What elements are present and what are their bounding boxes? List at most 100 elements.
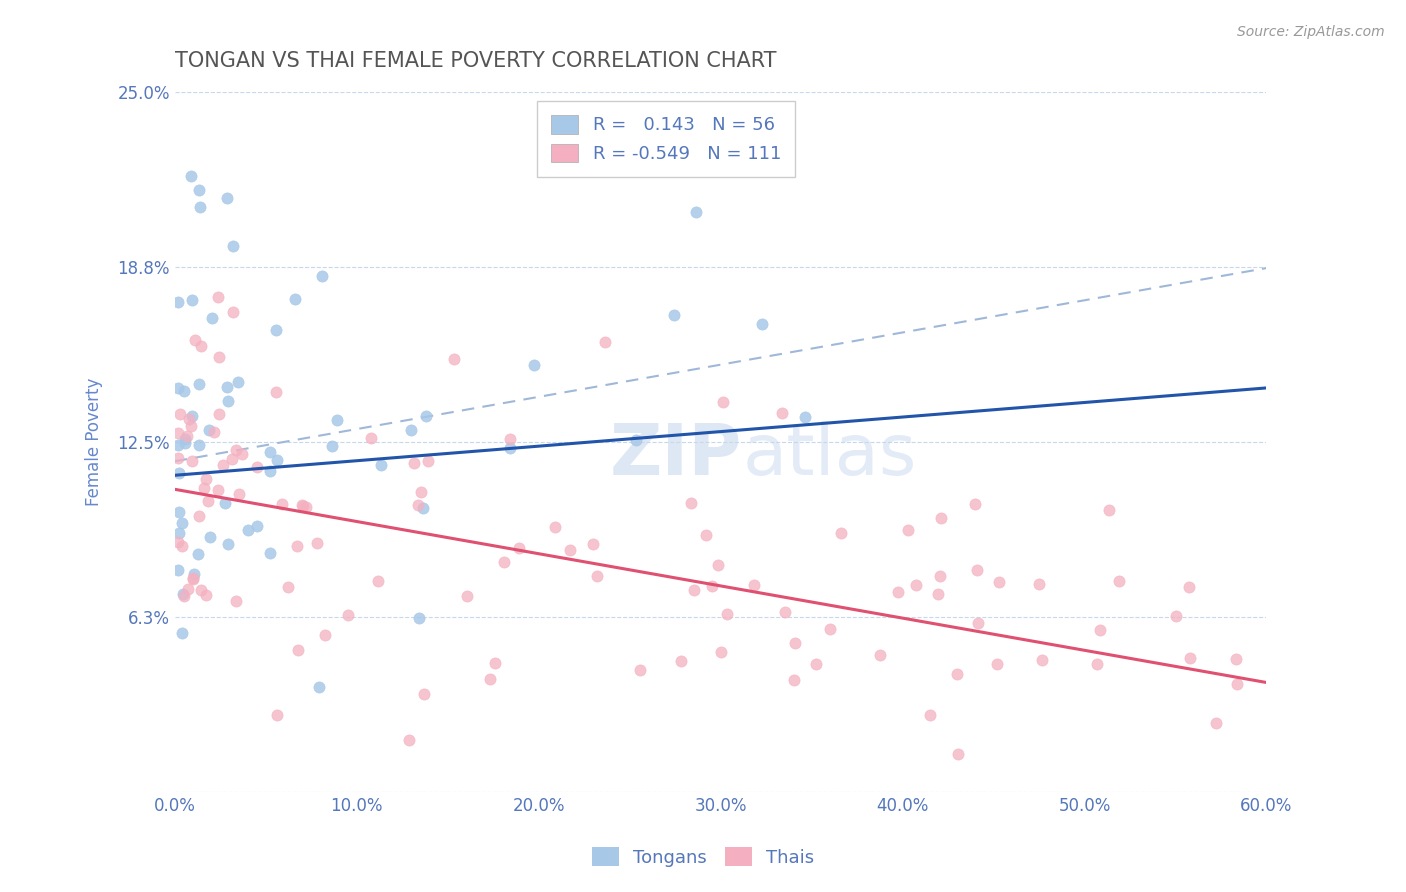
Point [897, 524, 920, 538]
Point [499, 432, 522, 446]
Point [929, 568, 952, 582]
Point [1205, 716, 1227, 731]
Point [173, 590, 195, 604]
Point [201, 310, 224, 325]
Point [830, 525, 852, 540]
Point [412, 687, 434, 701]
Point [195, 471, 218, 485]
Point [217, 393, 239, 408]
Point [1088, 624, 1111, 638]
Point [264, 384, 287, 399]
Point [558, 543, 581, 558]
Point [1108, 574, 1130, 588]
Point [266, 707, 288, 722]
Point [1098, 503, 1121, 517]
Point [173, 436, 195, 450]
Point [245, 519, 267, 533]
Point [508, 541, 530, 556]
Point [208, 407, 231, 421]
Point [321, 439, 343, 453]
Point [662, 309, 685, 323]
Point [202, 425, 225, 440]
Point [905, 578, 928, 592]
Point [783, 673, 806, 687]
Point [484, 656, 506, 670]
Point [187, 547, 209, 561]
Point [180, 169, 202, 183]
Point [176, 429, 198, 443]
Point [456, 589, 478, 603]
Point [408, 498, 430, 512]
Point [167, 526, 190, 541]
Point [685, 205, 707, 219]
Point [188, 509, 211, 524]
Point [544, 520, 567, 534]
Point [188, 201, 211, 215]
Point [270, 497, 292, 511]
Point [336, 607, 359, 622]
Point [773, 605, 796, 619]
Point [183, 567, 205, 582]
Point [181, 571, 204, 585]
Point [228, 486, 250, 500]
Point [770, 407, 793, 421]
Point [499, 441, 522, 455]
Point [946, 747, 969, 761]
Point [214, 496, 236, 510]
Point [742, 578, 765, 592]
Point [702, 579, 724, 593]
Point [314, 627, 336, 641]
Point [1164, 608, 1187, 623]
Point [226, 375, 249, 389]
Point [167, 563, 190, 577]
Legend: R =   0.143   N = 56, R = -0.549   N = 111: R = 0.143 N = 56, R = -0.549 N = 111 [537, 101, 796, 178]
Point [287, 642, 309, 657]
Point [669, 654, 692, 668]
Point [1225, 651, 1247, 665]
Point [167, 451, 190, 466]
Point [586, 569, 609, 583]
Point [399, 423, 422, 437]
Point [695, 527, 717, 541]
Point [208, 351, 231, 365]
Point [308, 681, 330, 695]
Text: TONGAN VS THAI FEMALE POVERTY CORRELATION CHART: TONGAN VS THAI FEMALE POVERTY CORRELATIO… [174, 51, 776, 70]
Point [181, 454, 204, 468]
Y-axis label: Female Poverty: Female Poverty [86, 377, 103, 506]
Point [869, 648, 891, 662]
Point [409, 485, 432, 500]
Point [177, 582, 200, 596]
Point [292, 500, 315, 514]
Point [170, 516, 193, 530]
Point [225, 594, 247, 608]
Point [1178, 580, 1201, 594]
Point [207, 290, 229, 304]
Point [402, 456, 425, 470]
Point [285, 539, 308, 553]
Point [169, 407, 191, 421]
Point [929, 510, 952, 524]
Point [217, 191, 239, 205]
Point [523, 358, 546, 372]
Point [716, 607, 738, 621]
Point [193, 481, 215, 495]
Point [169, 466, 191, 480]
Point [190, 582, 212, 597]
Point [183, 333, 205, 347]
Point [177, 411, 200, 425]
Point [183, 572, 205, 586]
Point [478, 673, 501, 687]
Point [221, 304, 243, 318]
Point [259, 464, 281, 478]
Point [212, 458, 235, 472]
Point [173, 384, 195, 398]
Point [225, 442, 247, 457]
Point [236, 523, 259, 537]
Point [412, 501, 434, 516]
Point [804, 657, 827, 672]
Point [246, 459, 269, 474]
Point [284, 292, 307, 306]
Point [966, 616, 988, 631]
Point [291, 498, 314, 512]
Point [197, 493, 219, 508]
